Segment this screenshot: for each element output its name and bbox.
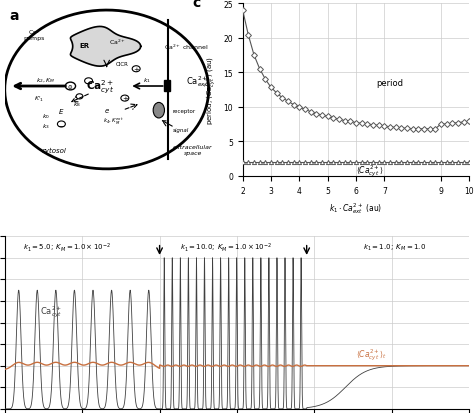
Bar	[164, 81, 170, 92]
Text: $k_0$: $k_0$	[42, 112, 50, 121]
X-axis label: $k_1 \cdot Ca^{2+}_{ext}$ (au): $k_1 \cdot Ca^{2+}_{ext}$ (au)	[329, 201, 383, 216]
Text: $-$: $-$	[84, 77, 92, 86]
Polygon shape	[71, 27, 141, 67]
Text: Ca-
pumps: Ca- pumps	[24, 30, 45, 40]
Text: period: period	[376, 79, 403, 88]
Y-axis label: period, $\langle Ca^{2+}_{cyt}\rangle$ (au): period, $\langle Ca^{2+}_{cyt}\rangle$ (…	[203, 56, 218, 125]
Text: $e$: $e$	[104, 107, 109, 115]
Text: $E$: $E$	[58, 107, 64, 115]
Text: $k_2, K_M$: $k_2, K_M$	[36, 76, 55, 85]
Text: Ca$^{2+}$: Ca$^{2+}$	[109, 38, 127, 47]
Text: $k_1 = 5.0;\; K_M = 1.0 \times 10^{-2}$: $k_1 = 5.0;\; K_M = 1.0 \times 10^{-2}$	[23, 241, 110, 254]
Text: $k_4, K_M^{ext}$: $k_4, K_M^{ext}$	[103, 116, 124, 126]
Text: $k_1 = 10.0;\; K_M = 1.0 \times 10^{-2}$: $k_1 = 10.0;\; K_M = 1.0 \times 10^{-2}$	[180, 241, 272, 254]
Text: Ca$^{2+}$ channel: Ca$^{2+}$ channel	[164, 43, 209, 52]
Text: +: +	[122, 96, 128, 102]
Ellipse shape	[153, 103, 164, 119]
Text: $-$: $-$	[57, 120, 65, 129]
Text: $k_1 = 1.0;\; K_M = 1.0$: $k_1 = 1.0;\; K_M = 1.0$	[364, 242, 427, 252]
Text: +: +	[133, 66, 139, 73]
Text: a: a	[9, 9, 19, 23]
Text: CICR: CICR	[116, 62, 129, 67]
Text: $\ominus$: $\ominus$	[67, 83, 73, 91]
Text: Ca$^{2+}_{ext}$: Ca$^{2+}_{ext}$	[186, 74, 209, 89]
Text: $k_1$: $k_1$	[144, 76, 152, 85]
Text: signal: signal	[173, 127, 190, 132]
Text: extracellular
space: extracellular space	[173, 145, 213, 156]
Text: c: c	[193, 0, 201, 9]
Text: $\langle Ca^{2+}_{cyt}\rangle_t$: $\langle Ca^{2+}_{cyt}\rangle_t$	[356, 346, 387, 362]
Text: cytosol: cytosol	[42, 147, 67, 154]
Text: Ca$^{2+}_{cyt}$: Ca$^{2+}_{cyt}$	[86, 78, 114, 95]
Text: receptor: receptor	[173, 109, 196, 114]
Text: $\langle Ca^{2+}_{cyt}\rangle$: $\langle Ca^{2+}_{cyt}\rangle$	[356, 163, 384, 178]
Text: $k_3$: $k_3$	[42, 122, 49, 131]
Text: Ca$^{2+}_{cyt}$: Ca$^{2+}_{cyt}$	[40, 304, 63, 320]
Text: ER: ER	[79, 43, 89, 48]
Text: $K'_1$: $K'_1$	[34, 94, 44, 104]
Text: $k_8$: $k_8$	[73, 100, 81, 109]
